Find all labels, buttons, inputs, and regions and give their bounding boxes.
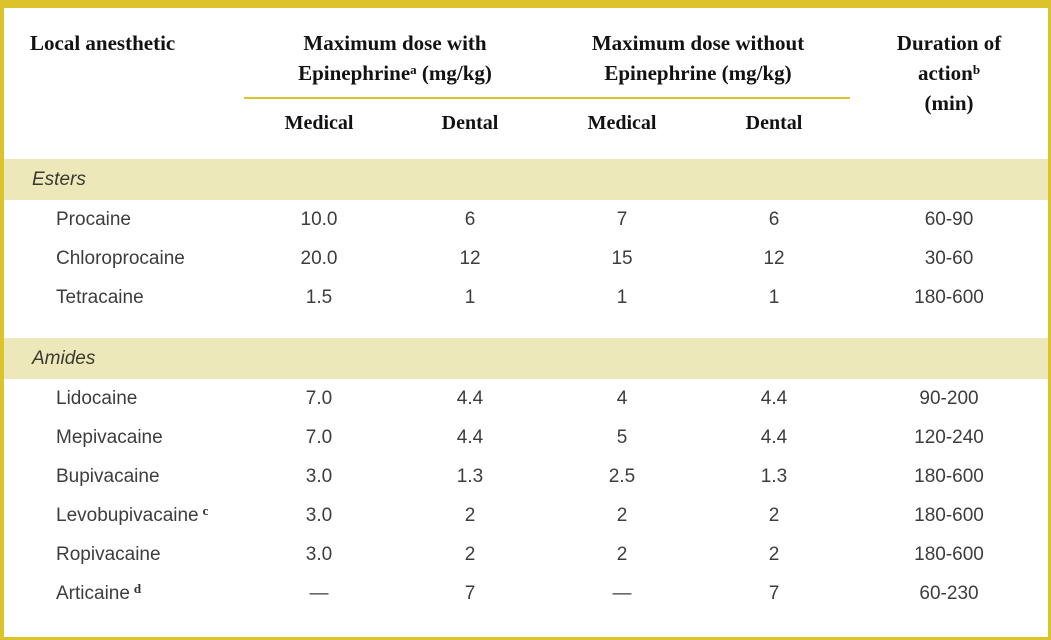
header-with-epi-name: Epinephrine: [298, 61, 411, 85]
table-row-articaine: Articaine d — 7 — 7 60-230: [4, 574, 1048, 613]
drug-name-cell: Procaine: [56, 208, 131, 230]
dose-with-medical-cell: 3.0: [305, 543, 333, 565]
dose-without-dental-cell: 2: [768, 504, 780, 526]
header-with-epi-unit: (mg/kg): [421, 61, 492, 85]
table-row-ropivacaine: Ropivacaine 3.0 2 2 2 180-600: [4, 535, 1048, 574]
header-without-epi-line2: Epinephrine (mg/kg): [604, 61, 792, 85]
drug-name-cell: Tetracaine: [56, 286, 144, 308]
dose-without-dental-cell: 2: [768, 543, 780, 565]
dose-without-dental-cell: 12: [763, 247, 785, 269]
table-row-tetracaine: Tetracaine 1.5 1 1 1 180-600: [4, 278, 1048, 317]
dose-with-medical-cell: 7.0: [305, 426, 333, 448]
table-row-procaine: Procaine 10.0 6 7 6 60-90: [4, 200, 1048, 239]
header-sub-row: Medical Dental Medical Dental: [4, 99, 1048, 151]
duration-cell: 90-200: [919, 387, 979, 409]
dose-without-dental-cell: 6: [768, 208, 780, 230]
drug-name-cell: Chloroprocaine: [56, 247, 185, 269]
drug-name-cell: Levobupivacaine c: [4, 496, 244, 535]
drug-name: Levobupivacaine: [56, 504, 199, 526]
section-header-amides: Amides: [4, 338, 1049, 379]
section-label: Amides: [4, 338, 1049, 379]
subheader-with-medical: Medical: [284, 112, 354, 134]
header-group-row: Local anesthetic Maximum dose with Epine…: [4, 8, 1048, 115]
section-label: Esters: [4, 159, 1049, 200]
spacer-row: [4, 317, 1048, 338]
dose-with-dental-cell: 2: [464, 504, 476, 526]
duration-cell: 120-240: [914, 426, 984, 448]
subheader-with-dental: Dental: [441, 112, 499, 134]
dose-with-dental-cell: 2: [464, 543, 476, 565]
subheader-without-dental: Dental: [745, 112, 803, 134]
dose-with-medical-cell: 20.0: [300, 247, 338, 269]
drug-name-cell: Bupivacaine: [56, 465, 160, 487]
anesthetics-dose-table: Local anesthetic Maximum dose with Epine…: [4, 8, 1049, 613]
dose-without-medical-cell: 15: [611, 247, 633, 269]
header-duration-of-action: Duration of actionb (min): [850, 8, 1048, 151]
dose-without-medical-cell: —: [612, 582, 632, 604]
dose-without-dental-cell: 4.4: [760, 426, 788, 448]
table-row-levobupivacaine: Levobupivacaine c 3.0 2 2 2 180-600: [4, 496, 1048, 535]
dose-with-dental-cell: 1: [464, 286, 476, 308]
dose-without-medical-cell: 5: [616, 426, 628, 448]
drug-name-cell: Lidocaine: [56, 387, 138, 409]
footnote-marker-d: d: [133, 580, 142, 596]
dose-with-dental-cell: 1.3: [456, 465, 484, 487]
dose-with-dental-cell: 4.4: [456, 426, 484, 448]
footnote-marker-c: c: [202, 502, 209, 518]
duration-cell: 30-60: [924, 247, 974, 269]
dose-without-medical-cell: 7: [616, 208, 628, 230]
dose-without-dental-cell: 4.4: [760, 387, 788, 409]
duration-cell: 180-600: [914, 465, 984, 487]
header-duration-unit: (min): [924, 91, 974, 115]
dose-with-dental-cell: 4.4: [456, 387, 484, 409]
duration-cell: 60-90: [924, 208, 974, 230]
dose-without-medical-cell: 2: [616, 543, 628, 565]
table-row-lidocaine: Lidocaine 7.0 4.4 4 4.4 90-200: [4, 379, 1048, 418]
dose-with-dental-cell: 12: [459, 247, 481, 269]
table-row-mepivacaine: Mepivacaine 7.0 4.4 5 4.4 120-240: [4, 418, 1048, 457]
spacer-row: [4, 151, 1048, 159]
dose-with-medical-cell: 3.0: [305, 504, 333, 526]
duration-cell: 180-600: [914, 504, 984, 526]
section-header-esters: Esters: [4, 159, 1049, 200]
duration-cell: 60-230: [919, 582, 979, 604]
duration-cell: 180-600: [914, 286, 984, 308]
drug-name: Articaine: [56, 582, 130, 604]
drug-name-cell: Ropivacaine: [56, 543, 161, 565]
dose-with-dental-cell: 6: [464, 208, 476, 230]
dose-without-dental-cell: 1: [768, 286, 780, 308]
dose-with-medical-cell: 3.0: [305, 465, 333, 487]
dose-without-dental-cell: 7: [768, 582, 780, 604]
dose-without-medical-cell: 4: [616, 387, 628, 409]
dose-without-medical-cell: 2: [616, 504, 628, 526]
table-row-chloroprocaine: Chloroprocaine 20.0 12 15 12 30-60: [4, 239, 1048, 278]
header-without-epi-line1: Maximum dose without: [591, 31, 805, 55]
duration-cell: 180-600: [914, 543, 984, 565]
dose-with-medical-cell: 10.0: [300, 208, 338, 230]
header-duration-word: action: [917, 61, 973, 85]
subheader-without-medical: Medical: [587, 112, 657, 134]
header-with-epi-line1: Maximum dose with: [303, 31, 487, 55]
dose-without-medical-cell: 1: [616, 286, 628, 308]
dose-with-dental-cell: 7: [464, 582, 476, 604]
header-max-dose-without-epinephrine: Maximum dose without Epinephrine (mg/kg): [546, 8, 851, 99]
dose-without-dental-cell: 1.3: [760, 465, 788, 487]
footnote-marker-a: a: [410, 62, 417, 77]
dose-with-medical-cell: 1.5: [305, 286, 333, 308]
table-row-bupivacaine: Bupivacaine 3.0 1.3 2.5 1.3 180-600: [4, 457, 1048, 496]
footnote-marker-b: b: [972, 62, 981, 77]
header-max-dose-with-epinephrine: Maximum dose with Epinephrinea (mg/kg): [244, 8, 547, 99]
dose-without-medical-cell: 2.5: [608, 465, 636, 487]
drug-name-cell: Mepivacaine: [56, 426, 163, 448]
dose-with-medical-cell: 7.0: [305, 387, 333, 409]
dose-with-medical-cell: —: [309, 582, 329, 604]
header-local-anesthetic: Local anesthetic: [30, 31, 176, 55]
drug-name-cell: Articaine d: [4, 574, 244, 613]
header-duration-line1: Duration of: [896, 31, 1002, 55]
